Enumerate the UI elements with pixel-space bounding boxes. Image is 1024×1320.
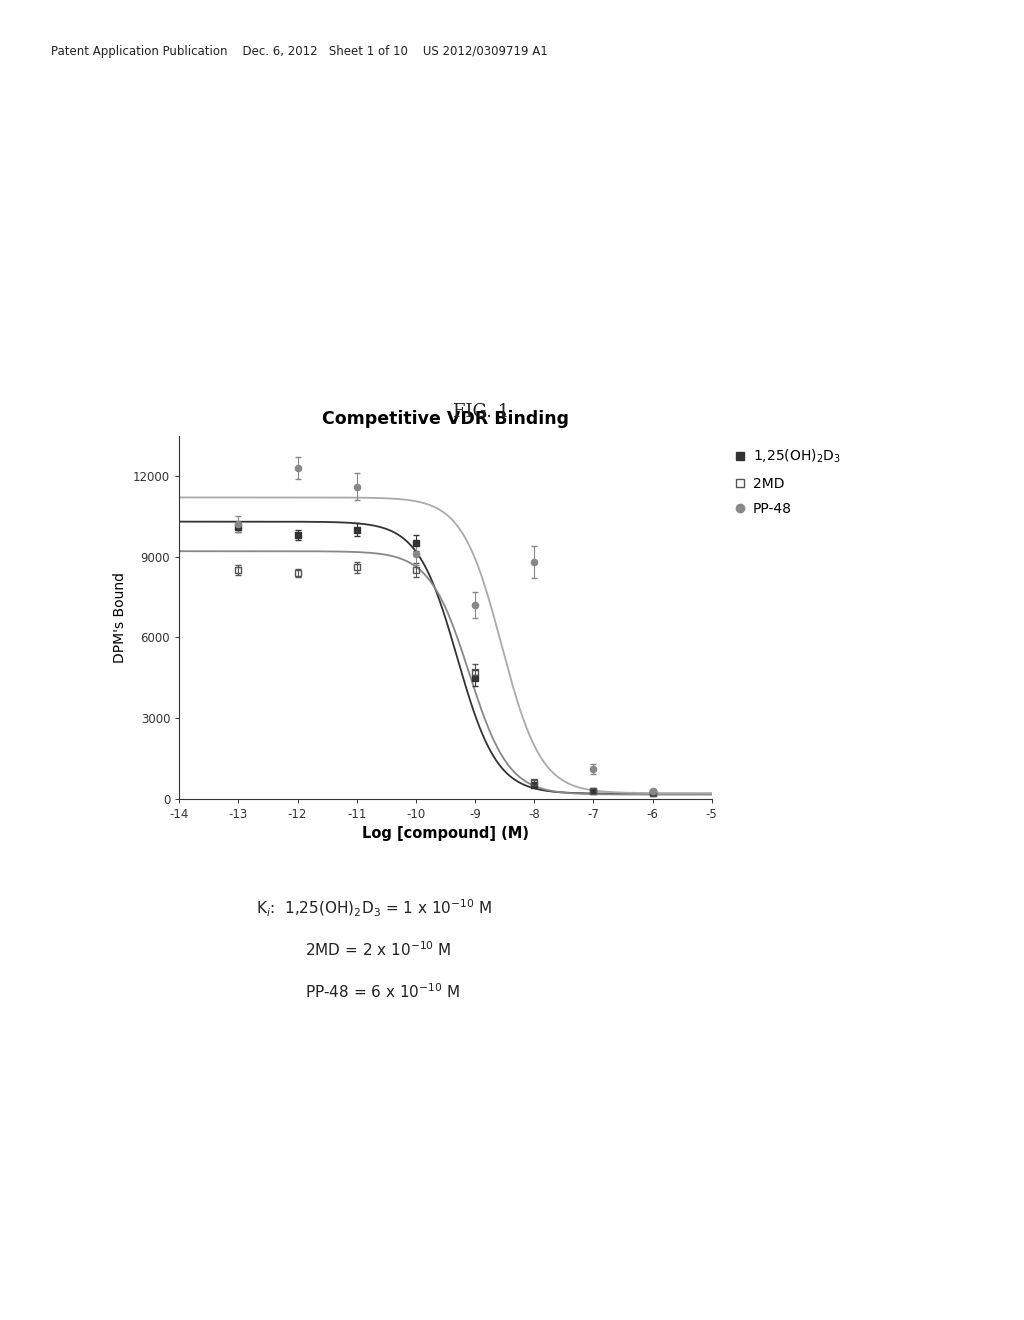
Title: Competitive VDR Binding: Competitive VDR Binding <box>322 411 569 429</box>
Text: PP-48 = 6 x 10$^{-10}$ M: PP-48 = 6 x 10$^{-10}$ M <box>305 982 461 1001</box>
Text: Patent Application Publication    Dec. 6, 2012   Sheet 1 of 10    US 2012/030971: Patent Application Publication Dec. 6, 2… <box>51 45 548 58</box>
Text: FIG. 1: FIG. 1 <box>454 403 509 421</box>
X-axis label: Log [compound] (M): Log [compound] (M) <box>361 826 529 841</box>
Text: 2MD = 2 x 10$^{-10}$ M: 2MD = 2 x 10$^{-10}$ M <box>305 940 452 958</box>
Legend: 1,25(OH)$_2$D$_3$, 2MD, PP-48: 1,25(OH)$_2$D$_3$, 2MD, PP-48 <box>729 442 847 521</box>
Text: K$_i$:  1,25(OH)$_2$D$_3$ = 1 x 10$^{-10}$ M: K$_i$: 1,25(OH)$_2$D$_3$ = 1 x 10$^{-10}… <box>256 898 493 919</box>
Y-axis label: DPM's Bound: DPM's Bound <box>114 572 128 663</box>
